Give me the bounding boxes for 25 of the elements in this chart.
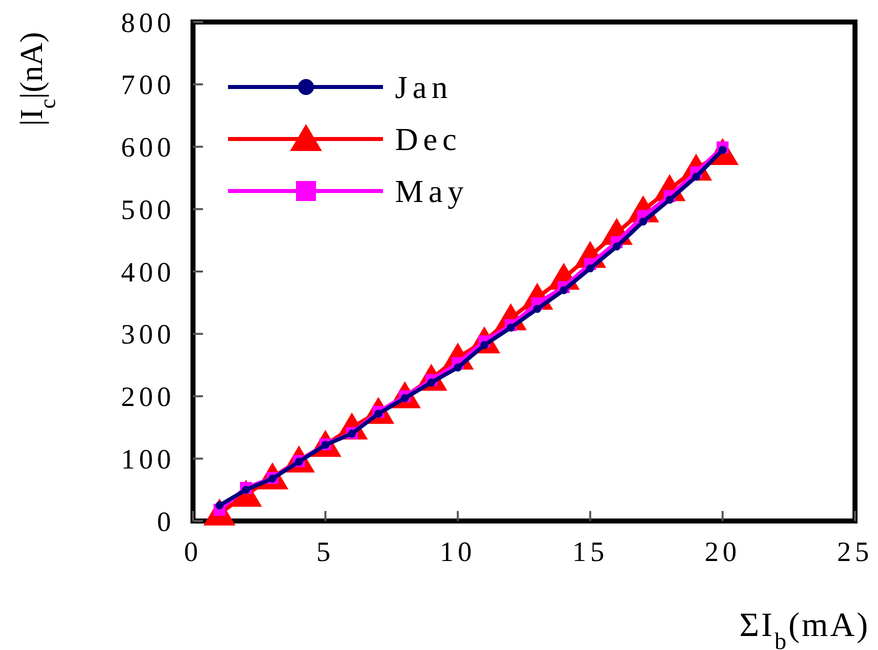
y-tick-label: 700	[121, 70, 175, 102]
y-tick-label: 300	[121, 320, 175, 351]
point	[454, 364, 462, 372]
legend-label: May	[395, 173, 469, 210]
y-tick-label: 200	[121, 382, 175, 414]
y-tick-label: 0	[157, 506, 175, 538]
y-tick-label: 600	[121, 132, 175, 164]
point	[692, 172, 700, 181]
x-tick-label: 10	[440, 537, 476, 568]
y-tick-label: 500	[121, 194, 175, 226]
point	[612, 242, 621, 251]
y-tick-label: 400	[121, 257, 175, 288]
point	[639, 218, 648, 226]
x-tick-label: 0	[184, 537, 202, 568]
point	[533, 304, 542, 313]
x-tick-label: 15	[572, 537, 608, 568]
x-tick-label: 20	[704, 537, 741, 568]
x-axis-title: ΣI$_{b}$(mA)	[739, 607, 870, 650]
x-tick-label: 25	[837, 537, 873, 568]
y-tick-label: 800	[121, 8, 175, 39]
y-tick-label: 100	[121, 444, 175, 476]
x-tick-label: 5	[316, 537, 334, 568]
legend-label: Dec	[395, 121, 462, 158]
point	[215, 501, 224, 510]
legend-label: Jan	[395, 69, 453, 106]
